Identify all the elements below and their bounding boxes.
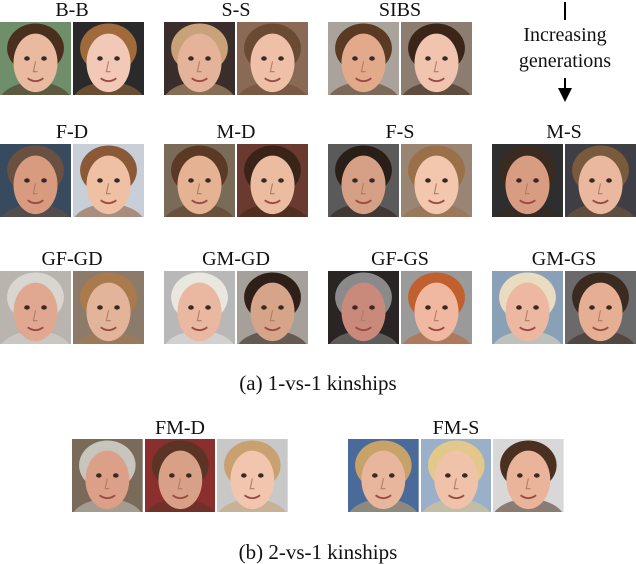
image-pair-sibs	[328, 22, 472, 95]
generation-arrow-shaft	[564, 78, 566, 90]
generation-label: Increasing generations	[495, 22, 635, 74]
generation-arrow-head	[558, 88, 572, 102]
face-image	[72, 439, 143, 512]
face-image	[217, 439, 289, 512]
label-gf-gd: GF-GD	[41, 248, 103, 270]
face-image	[565, 271, 636, 344]
image-pair-m-d	[164, 144, 308, 217]
label-gm-gd: GM-GD	[202, 248, 270, 270]
image-pair-gm-gs	[492, 271, 636, 344]
face-image	[73, 144, 144, 217]
label-m-s: M-S	[546, 121, 582, 143]
face-image	[493, 439, 565, 512]
face-image	[0, 271, 71, 344]
label-sibs: SIBS	[378, 0, 422, 21]
face-image	[328, 271, 399, 344]
image-pair-m-s	[492, 144, 636, 217]
face-image	[144, 439, 216, 512]
label-fm-d: FM-D	[154, 417, 205, 439]
face-image	[0, 144, 71, 217]
face-image	[73, 22, 144, 95]
image-pair-gf-gd	[0, 271, 144, 344]
face-image	[492, 144, 563, 217]
face-image	[164, 271, 235, 344]
face-image	[401, 144, 472, 217]
generation-label-line2: generations	[518, 50, 612, 72]
face-image	[420, 439, 492, 512]
label-f-s: F-S	[385, 121, 415, 143]
face-image	[492, 271, 563, 344]
generation-arrow-top-line	[564, 2, 566, 20]
face-image	[348, 439, 419, 512]
image-pair-s-s	[164, 22, 308, 95]
image-pair-f-s	[328, 144, 472, 217]
label-s-s: S-S	[221, 0, 251, 21]
face-image	[73, 271, 144, 344]
caption-a: (a) 1-vs-1 kinships	[239, 371, 397, 395]
face-image	[237, 271, 308, 344]
caption-b: (b) 2-vs-1 kinships	[238, 540, 398, 564]
label-fm-s: FM-S	[432, 417, 480, 439]
face-image	[237, 144, 308, 217]
face-image	[328, 144, 399, 217]
image-pair-gm-gd	[164, 271, 308, 344]
face-image	[401, 271, 472, 344]
face-image	[164, 22, 235, 95]
face-image	[164, 144, 235, 217]
face-image	[237, 22, 308, 95]
image-pair-b-b	[0, 22, 144, 95]
face-image	[401, 22, 472, 95]
label-b-b: B-B	[55, 0, 89, 21]
face-image	[328, 22, 399, 95]
label-gm-gs: GM-GS	[531, 248, 597, 270]
label-f-d: F-D	[55, 121, 89, 143]
image-triple-fm-d	[72, 439, 289, 512]
image-pair-gf-gs	[328, 271, 472, 344]
face-image	[0, 22, 71, 95]
face-image	[565, 144, 636, 217]
image-pair-f-d	[0, 144, 144, 217]
image-triple-fm-s	[348, 439, 565, 512]
label-gf-gs: GF-GS	[371, 248, 429, 270]
label-m-d: M-D	[216, 121, 256, 143]
generation-label-line1: Increasing	[523, 24, 607, 46]
